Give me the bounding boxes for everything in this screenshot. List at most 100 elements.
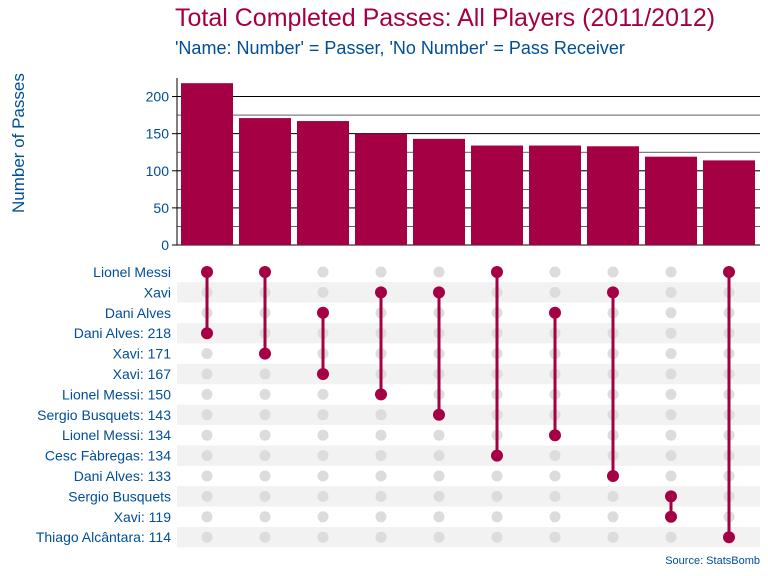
matrix-dot-inactive — [433, 531, 445, 543]
bar — [645, 156, 697, 245]
matrix-dot-active — [549, 306, 561, 319]
matrix-dot-active — [491, 449, 503, 462]
matrix-dot-active — [433, 286, 445, 299]
matrix-dot-inactive — [317, 409, 329, 421]
matrix-dot-inactive — [375, 531, 387, 543]
matrix-dot-inactive — [665, 388, 677, 400]
matrix-dot-inactive — [491, 490, 503, 502]
matrix-dot-inactive — [317, 511, 329, 523]
y-tick-label: 0 — [161, 237, 169, 253]
matrix-dot-inactive — [665, 429, 677, 441]
bar — [181, 83, 233, 245]
matrix-dot-inactive — [317, 388, 329, 400]
matrix-dot-inactive — [665, 409, 677, 421]
matrix-dot-inactive — [375, 450, 387, 462]
matrix-dot-inactive — [491, 511, 503, 523]
matrix-dot-active — [259, 347, 271, 360]
matrix-dot-inactive — [259, 368, 271, 380]
bar — [587, 146, 639, 245]
set-label: Lionel Messi: 134 — [62, 427, 171, 443]
matrix-dot-inactive — [201, 470, 213, 482]
matrix-dot-active — [201, 327, 213, 340]
y-tick-label: 100 — [146, 163, 170, 179]
matrix-dot-inactive — [317, 266, 329, 278]
matrix-dot-inactive — [201, 450, 213, 462]
set-label: Dani Alves: 133 — [74, 468, 171, 484]
set-label: Dani Alves — [105, 305, 171, 321]
matrix-dot-inactive — [491, 470, 503, 482]
matrix-dot-inactive — [317, 531, 329, 543]
matrix-dot-inactive — [665, 531, 677, 543]
matrix-dot-active — [491, 266, 503, 278]
matrix-dot-active — [665, 510, 677, 523]
matrix-dot-inactive — [375, 409, 387, 421]
set-label: Cesc Fàbregas: 134 — [45, 448, 171, 464]
source-note: Source: StatsBomb — [665, 555, 760, 567]
matrix-dot-active — [723, 266, 735, 278]
matrix-dot-active — [317, 368, 329, 380]
matrix-dot-inactive — [549, 286, 561, 298]
bar — [355, 133, 407, 245]
matrix-dot-inactive — [375, 511, 387, 523]
matrix-dot-inactive — [607, 490, 619, 502]
set-label: Xavi: 167 — [113, 366, 172, 382]
matrix-dot-active — [723, 531, 735, 544]
matrix-dot-inactive — [433, 490, 445, 502]
matrix-dot-inactive — [433, 511, 445, 523]
matrix-dot-inactive — [259, 409, 271, 421]
bar — [529, 145, 581, 245]
matrix-dot-active — [375, 388, 387, 401]
chart-subtitle: 'Name: Number' = Passer, 'No Number' = P… — [175, 38, 625, 58]
matrix-dot-inactive — [201, 348, 213, 360]
matrix-dot-active — [433, 408, 445, 421]
matrix-dot-inactive — [317, 470, 329, 482]
matrix-dot-inactive — [201, 429, 213, 441]
bar — [297, 121, 349, 245]
bar — [413, 138, 465, 245]
matrix-dot-active — [665, 490, 677, 503]
set-label: Lionel Messi — [93, 264, 171, 280]
matrix-dot-inactive — [433, 450, 445, 462]
matrix-dot-inactive — [259, 490, 271, 502]
y-tick-label: 150 — [146, 126, 170, 142]
matrix-dot-inactive — [201, 409, 213, 421]
matrix-dot-inactive — [433, 266, 445, 278]
matrix-dot-inactive — [549, 531, 561, 543]
matrix-dot-inactive — [491, 531, 503, 543]
matrix-dot-inactive — [607, 511, 619, 523]
y-tick-label: 200 — [146, 89, 170, 105]
matrix-dot-inactive — [201, 511, 213, 523]
matrix-dot-inactive — [201, 368, 213, 380]
bar — [239, 118, 291, 245]
matrix-dot-inactive — [375, 490, 387, 502]
matrix-dot-inactive — [259, 388, 271, 400]
matrix-dot-inactive — [549, 470, 561, 482]
set-label: Sergio Busquets: 143 — [37, 407, 171, 423]
matrix-dot-inactive — [259, 511, 271, 523]
matrix-dot-inactive — [317, 429, 329, 441]
matrix-dot-inactive — [549, 511, 561, 523]
matrix-dot-inactive — [665, 286, 677, 298]
matrix-dot-inactive — [433, 429, 445, 441]
matrix-dot-inactive — [201, 531, 213, 543]
matrix-dot-active — [259, 266, 271, 278]
matrix-dot-inactive — [607, 531, 619, 543]
matrix-dot-inactive — [317, 490, 329, 502]
matrix-dot-inactive — [549, 266, 561, 278]
matrix-dot-active — [607, 470, 619, 482]
set-label: Dani Alves: 218 — [74, 325, 171, 341]
matrix-dot-active — [549, 429, 561, 442]
bar — [703, 160, 755, 245]
set-label: Xavi: 119 — [114, 509, 172, 525]
y-tick-label: 50 — [153, 200, 169, 216]
matrix-dot-inactive — [317, 450, 329, 462]
matrix-dot-active — [201, 266, 213, 278]
set-label: Lionel Messi: 150 — [62, 386, 171, 402]
matrix-dot-inactive — [201, 490, 213, 502]
set-label: Xavi: 171 — [113, 346, 172, 362]
matrix-dot-inactive — [375, 266, 387, 278]
matrix-dot-inactive — [549, 450, 561, 462]
matrix-dot-inactive — [259, 450, 271, 462]
chart-title: Total Completed Passes: All Players (201… — [175, 4, 716, 32]
